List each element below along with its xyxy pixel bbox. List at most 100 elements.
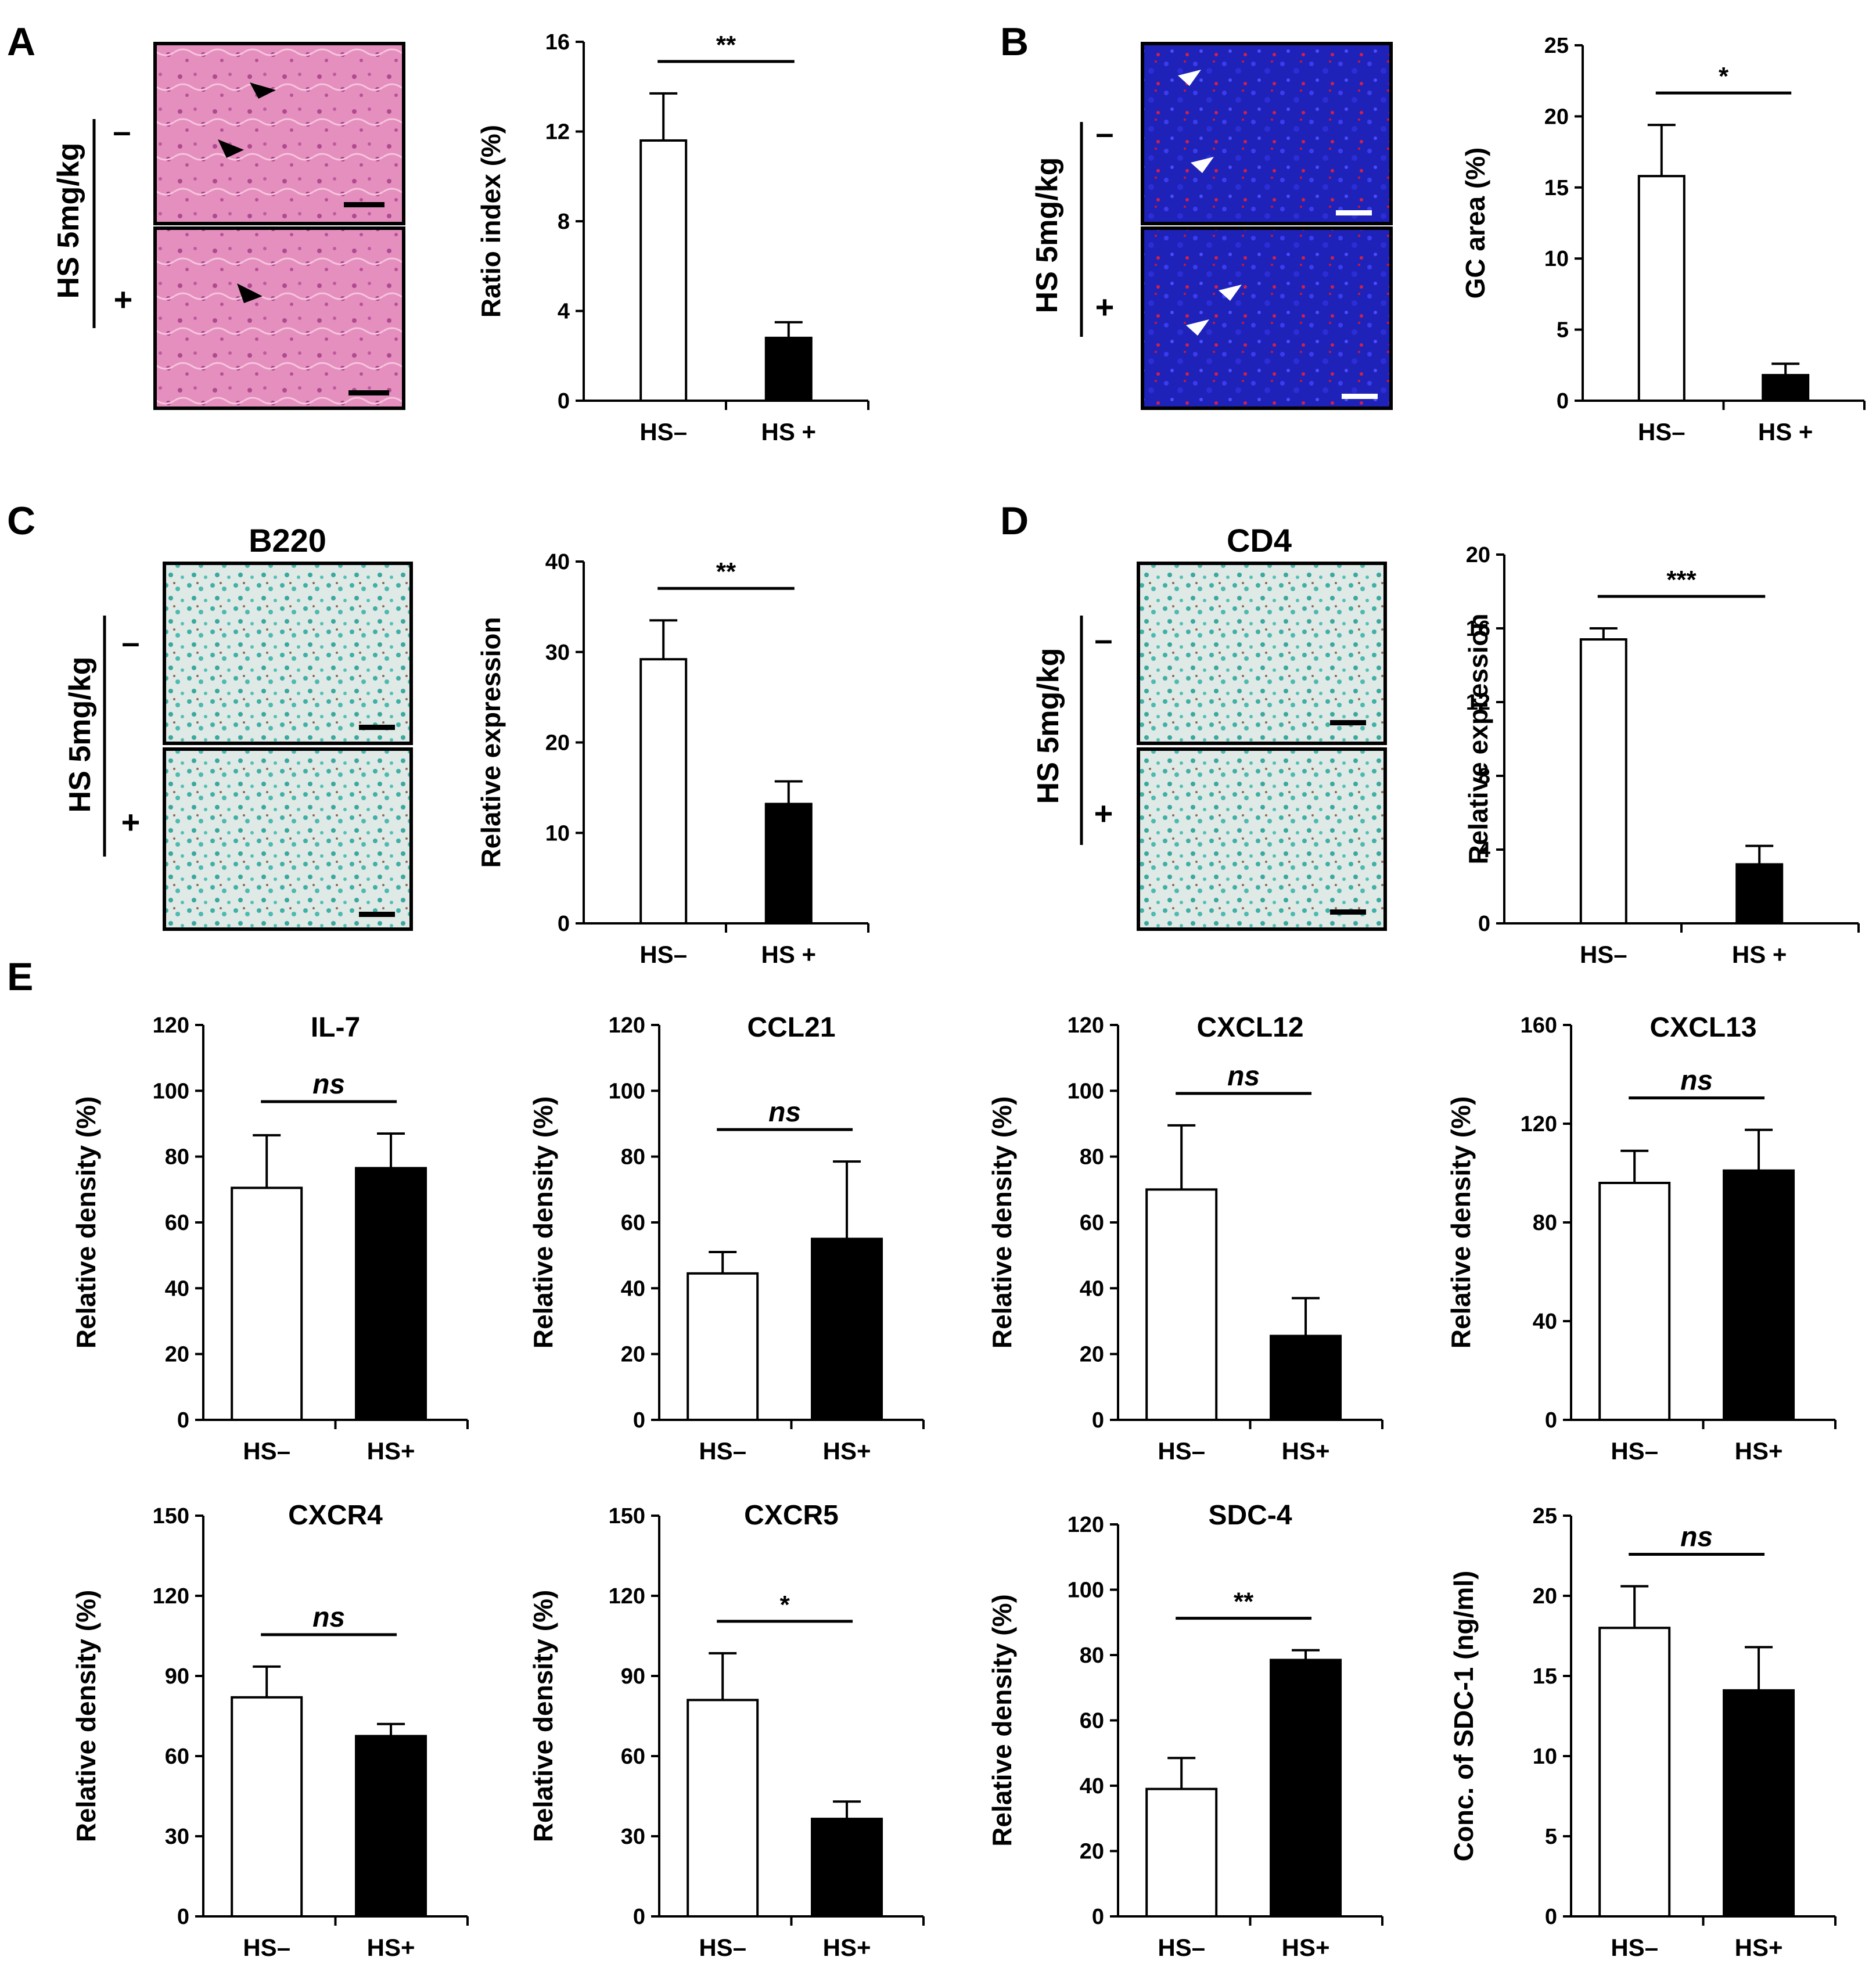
significance-label: ** bbox=[1234, 1588, 1254, 1616]
chart-sdc-1-concentration: 0 5 10 15 20 25 Conc. of SDC-1 (ng/ml) HS– HS+ ns bbox=[1449, 1504, 1837, 1961]
x-category-label: HS+ bbox=[1282, 1437, 1330, 1465]
bar-hs bbox=[1723, 1169, 1795, 1421]
y-axis-label: Relative density (%) bbox=[71, 1096, 101, 1349]
y-axis-label: Relative density (%) bbox=[528, 1096, 558, 1349]
y-tick-label: 120 bbox=[153, 1584, 189, 1609]
chart-title: CXCR4 bbox=[288, 1500, 383, 1531]
y-tick-label: 0 bbox=[1092, 1408, 1104, 1433]
minus-label-a: – bbox=[113, 113, 131, 149]
y-tick-label: 60 bbox=[621, 1744, 645, 1769]
x-category-label: HS– bbox=[699, 1437, 746, 1465]
ihc-cd4-treated bbox=[1137, 747, 1387, 931]
y-tick-label: 80 bbox=[1080, 1145, 1104, 1170]
y-tick-label: 150 bbox=[609, 1504, 645, 1528]
y-axis-label: Relative expression bbox=[476, 617, 506, 868]
bar-hs bbox=[764, 336, 813, 402]
y-tick-label: 0 bbox=[177, 1905, 189, 1929]
chart-sdc-4: 0 20 40 60 80 100 120 Relative density (%) SDC-4… bbox=[987, 1500, 1383, 1961]
chart-title: CXCR5 bbox=[744, 1500, 839, 1531]
y-tick-label: 20 bbox=[1533, 1584, 1557, 1609]
x-category-label: HS– bbox=[639, 941, 687, 968]
y-tick-label: 0 bbox=[1092, 1905, 1104, 1929]
minus-label-b: – bbox=[1095, 114, 1113, 151]
y-tick-label: 12 bbox=[1466, 690, 1490, 715]
micrograph-group-d: CD4 HS 5mg/kg – + bbox=[1032, 522, 1387, 931]
x-category-label: HS– bbox=[639, 418, 687, 445]
minus-label-d: – bbox=[1094, 621, 1112, 657]
x-category-label: HS– bbox=[1611, 1437, 1658, 1465]
bar-hs bbox=[764, 803, 813, 925]
y-tick-label: 80 bbox=[621, 1145, 645, 1170]
bar-hs bbox=[1579, 638, 1627, 925]
y-axis-label: Relative density (%) bbox=[71, 1590, 101, 1843]
significance-label: ns bbox=[312, 1602, 345, 1633]
y-tick-label: 20 bbox=[1544, 105, 1569, 129]
y-tick-label: 120 bbox=[1068, 1013, 1104, 1038]
y-tick-label: 80 bbox=[1080, 1643, 1104, 1668]
y-tick-label: 30 bbox=[165, 1825, 189, 1849]
bar-hs bbox=[1270, 1659, 1342, 1918]
significance-label: ** bbox=[716, 31, 736, 59]
bar-hs bbox=[231, 1186, 303, 1421]
y-tick-label: 90 bbox=[165, 1664, 189, 1689]
treatment-label-c: HS 5mg/kg bbox=[63, 657, 97, 813]
bar-hs bbox=[355, 1735, 427, 1918]
bar-hs bbox=[811, 1238, 883, 1421]
y-tick-label: 120 bbox=[609, 1584, 645, 1609]
scale-bar bbox=[359, 725, 395, 730]
y-tick-label: 40 bbox=[1533, 1310, 1557, 1334]
y-axis-label: GC area (%) bbox=[1460, 148, 1490, 299]
y-tick-label: 0 bbox=[1478, 912, 1490, 936]
y-axis-label: Relative density (%) bbox=[987, 1594, 1017, 1847]
chart-gc-area: 0 5 10 15 20 25 GC area (%) HS– HS + * bbox=[1460, 34, 1866, 445]
y-tick-label: 120 bbox=[1521, 1112, 1557, 1136]
marker-label-cd4: CD4 bbox=[1227, 522, 1292, 559]
he-micrograph-treated bbox=[153, 226, 405, 410]
y-tick-label: 0 bbox=[1545, 1408, 1557, 1433]
bar-hs bbox=[687, 1699, 759, 1918]
chart-cd4-expression: 0 4 8 12 16 20 Relative expression HS– HS + *** bbox=[1463, 543, 1860, 968]
panel-letter-e: E bbox=[7, 955, 33, 999]
bar-hs bbox=[1598, 1182, 1671, 1421]
y-tick-label: 0 bbox=[1545, 1905, 1557, 1929]
y-tick-label: 40 bbox=[621, 1276, 645, 1301]
chart-cxcl13: 0 40 80 120 160 Relative density (%) CXCL13 HS–… bbox=[1446, 1012, 1837, 1465]
y-tick-label: 20 bbox=[165, 1343, 189, 1367]
y-tick-label: 40 bbox=[1080, 1774, 1104, 1798]
scale-bar bbox=[344, 202, 384, 207]
arrowhead-icon bbox=[1191, 157, 1214, 173]
y-tick-label: 0 bbox=[633, 1408, 645, 1433]
arrowhead-icon bbox=[237, 283, 263, 303]
y-tick-label: 10 bbox=[1533, 1744, 1557, 1769]
panel-letter-c: C bbox=[7, 499, 35, 543]
panel-letter-a: A bbox=[7, 20, 35, 64]
y-tick-label: 5 bbox=[1545, 1825, 1557, 1849]
y-tick-label: 16 bbox=[1466, 617, 1490, 641]
y-tick-label: 4 bbox=[558, 300, 570, 324]
bar-hs bbox=[1270, 1334, 1342, 1421]
bar-hs bbox=[1598, 1627, 1671, 1918]
x-category-label: HS+ bbox=[1735, 1934, 1783, 1961]
chart-ratio-index: 0 4 8 12 16 Ratio index (%) HS– HS + ** bbox=[476, 30, 869, 445]
scale-bar bbox=[1336, 210, 1372, 215]
y-tick-label: 8 bbox=[1478, 764, 1490, 789]
y-tick-label: 15 bbox=[1533, 1664, 1557, 1689]
scale-bar bbox=[348, 390, 389, 395]
y-tick-label: 4 bbox=[1478, 838, 1490, 862]
scale-bar bbox=[1330, 909, 1366, 915]
arrowhead-icon bbox=[1186, 319, 1209, 336]
y-tick-label: 100 bbox=[1068, 1079, 1104, 1103]
ihc-b220-treated bbox=[163, 747, 413, 931]
significance-label: * bbox=[780, 1591, 790, 1619]
significance-label: ns bbox=[768, 1097, 801, 1128]
bar-hs bbox=[1735, 863, 1784, 925]
bar-hs bbox=[1762, 373, 1810, 402]
y-tick-label: 150 bbox=[153, 1504, 189, 1528]
y-tick-label: 12 bbox=[545, 120, 570, 145]
plus-label-d: + bbox=[1094, 795, 1113, 832]
x-category-label: HS– bbox=[243, 1934, 290, 1961]
significance-label: ** bbox=[716, 557, 736, 586]
significance-label: *** bbox=[1666, 566, 1697, 594]
y-tick-label: 0 bbox=[1557, 389, 1569, 413]
if-micrograph-treated bbox=[1141, 226, 1393, 410]
